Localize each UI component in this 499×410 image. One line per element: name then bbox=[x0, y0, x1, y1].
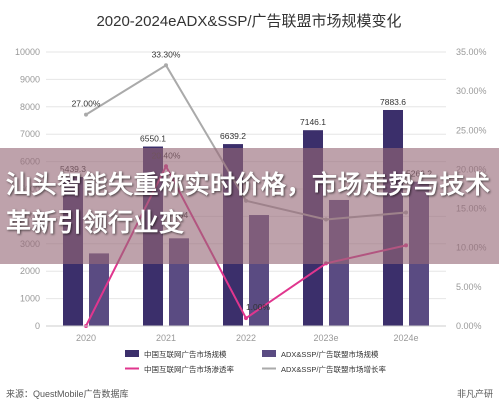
line-data-label: 27.00% bbox=[72, 99, 101, 109]
right-tick-label: 35.00% bbox=[456, 47, 487, 57]
line-point bbox=[164, 63, 168, 68]
x-tick-label: 2020 bbox=[76, 333, 96, 343]
legend-swatch bbox=[125, 350, 139, 357]
legend-swatch bbox=[262, 350, 276, 357]
overlay-headline: 汕头智能失重称实时价格，市场走势与技术革新引领行业变 bbox=[6, 171, 491, 237]
left-tick-label: 10000 bbox=[15, 47, 40, 57]
left-tick-label: 2000 bbox=[20, 266, 40, 276]
right-tick-label: 30.00% bbox=[456, 86, 487, 96]
line-data-label: 33.30% bbox=[152, 49, 181, 59]
right-tick-label: 0.00% bbox=[456, 321, 482, 331]
right-tick-label: 25.00% bbox=[456, 125, 487, 135]
source-note: 来源：QuestMobile广告数据库 bbox=[6, 388, 129, 399]
x-tick-label: 2024e bbox=[393, 333, 418, 343]
bar-data-label: 6550.1 bbox=[140, 134, 166, 144]
overlay-banner bbox=[0, 148, 499, 264]
legend-entry: 中国互联网广告市场规模 bbox=[144, 349, 227, 359]
legend-entry: ADX&SSP/广告联盟市场增长率 bbox=[281, 364, 387, 374]
legend-entry: ADX&SSP/广告联盟市场规模 bbox=[281, 349, 379, 359]
left-tick-label: 9000 bbox=[20, 74, 40, 84]
bar-data-label: 7883.6 bbox=[380, 97, 406, 107]
x-tick-label: 2022 bbox=[236, 333, 256, 343]
line-point bbox=[84, 112, 88, 117]
brand-note: 非凡产研 bbox=[457, 388, 493, 399]
bar-data-label: 6639.2 bbox=[220, 131, 246, 141]
x-tick-label: 2023e bbox=[313, 333, 338, 343]
chart-title: 2020-2024eADX&SSP/广告联盟市场规模变化 bbox=[96, 13, 401, 30]
x-axis-ticks: 2020 2021 2022 2023e 2024e bbox=[46, 325, 446, 343]
bar-data-label: 7146.1 bbox=[300, 117, 326, 127]
x-tick-label: 2021 bbox=[156, 333, 176, 343]
right-tick-label: 5.00% bbox=[456, 282, 482, 292]
left-tick-label: 0 bbox=[35, 321, 40, 331]
line-point bbox=[244, 316, 248, 321]
line-data-label: 1.00% bbox=[246, 302, 271, 312]
left-tick-label: 8000 bbox=[20, 102, 40, 112]
legend-entry: 中国互联网广告市场渗透率 bbox=[144, 364, 234, 374]
left-tick-label: 1000 bbox=[20, 294, 40, 304]
left-tick-label: 7000 bbox=[20, 129, 40, 139]
